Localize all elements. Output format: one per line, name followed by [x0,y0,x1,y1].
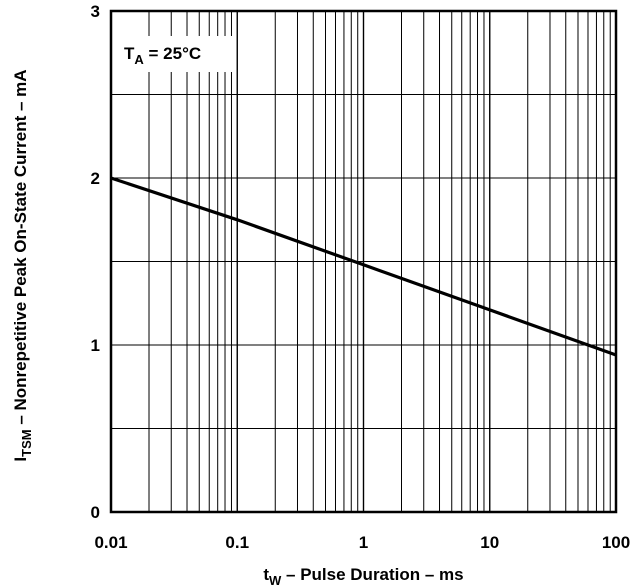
x-axis-label-main: t [263,565,269,584]
annotation-text: TA = 25°C [124,44,201,67]
annotation-rest: = 25°C [144,44,201,63]
x-axis-label-sub: W [269,573,282,588]
series-line [110,176,617,357]
y-tick-label: 0 [91,503,100,522]
annotation-main: T [124,44,135,63]
annotation-sub: A [134,52,144,67]
y-tick-label: 3 [91,2,100,21]
x-axis-label-rest: – Pulse Duration – ms [281,565,463,584]
y-tick-label: 1 [91,336,100,355]
y-axis-label-sub: TSM [19,429,34,456]
x-tick-label: 100 [602,533,630,552]
x-tick-label: 0.01 [94,533,127,552]
x-tick-label: 10 [480,533,499,552]
grid [111,11,616,512]
annotation-background [116,36,234,72]
y-axis-label: ITSM – Nonrepetitive Peak On-State Curre… [11,69,34,461]
y-axis-label-rest: – Nonrepetitive Peak On-State Current – … [11,69,30,429]
x-axis-label: tW – Pulse Duration – ms [263,565,463,588]
y-axis-label-main: I [11,457,30,462]
x-tick-labels: 0.01 0.1 1 10 100 [94,533,630,552]
annotation: TA = 25°C [116,36,234,72]
y-tick-label: 2 [91,169,100,188]
series-layer [110,176,617,357]
x-tick-label: 0.1 [225,533,249,552]
y-tick-labels: 0 1 2 3 [91,2,100,522]
x-tick-label: 1 [359,533,368,552]
plot-frame [109,9,618,514]
